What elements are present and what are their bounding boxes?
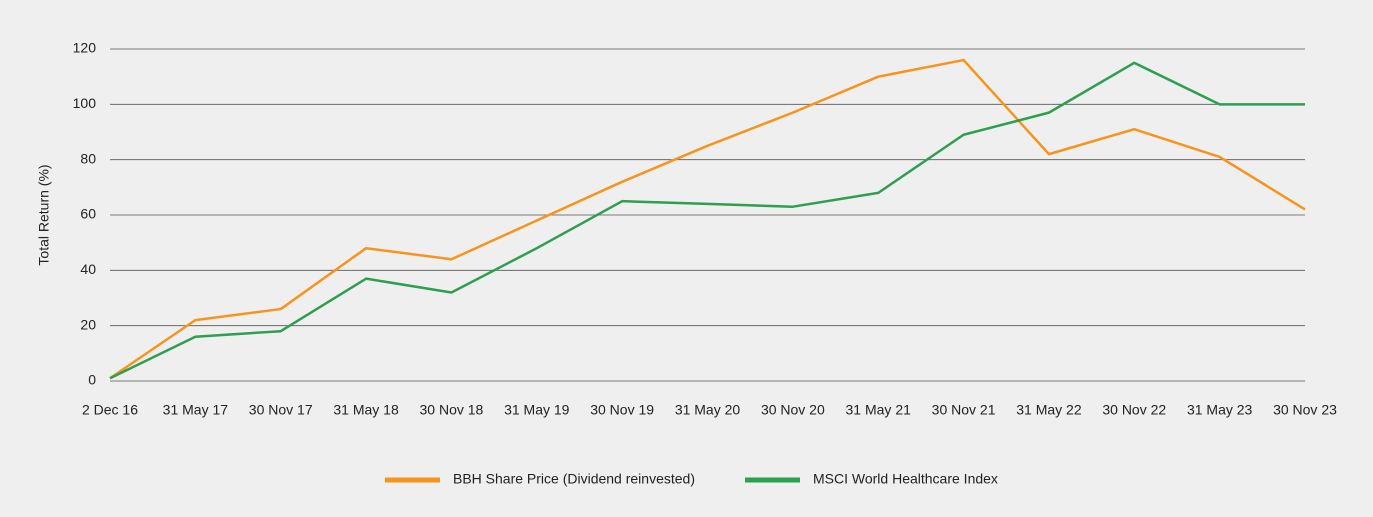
series-line <box>109 61 1305 380</box>
y-tick-label: 20 <box>80 316 96 332</box>
x-tick-label: 30 Nov 21 <box>932 402 996 418</box>
legend-label: BBH Share Price (Dividend reinvested) <box>453 471 695 487</box>
y-tick-label: 0 <box>88 372 96 388</box>
x-tick-label: 31 May 17 <box>163 402 229 418</box>
x-tick-label: 30 Nov 19 <box>590 402 654 418</box>
y-tick-label: 60 <box>80 206 96 222</box>
y-tick-label: 80 <box>80 150 96 166</box>
y-tick-label: 40 <box>80 261 96 277</box>
x-tick-label: 31 May 20 <box>675 402 741 418</box>
x-tick-label: 31 May 21 <box>846 402 912 418</box>
x-tick-label: 30 Nov 23 <box>1273 402 1337 418</box>
x-tick-label: 30 Nov 20 <box>761 402 825 418</box>
y-axis-label: Total Return (%) <box>36 164 52 265</box>
x-tick-label: 31 May 18 <box>333 402 399 418</box>
y-tick-label: 120 <box>73 40 97 56</box>
x-tick-label: 30 Nov 22 <box>1102 402 1166 418</box>
x-tick-label: 2 Dec 16 <box>82 402 138 418</box>
series-line <box>109 58 1306 380</box>
x-tick-label: 30 Nov 17 <box>249 402 313 418</box>
x-tick-label: 30 Nov 18 <box>420 402 484 418</box>
x-tick-label: 31 May 23 <box>1187 402 1253 418</box>
legend-label: MSCI World Healthcare Index <box>813 471 998 487</box>
x-tick-label: 31 May 19 <box>504 402 570 418</box>
y-tick-label: 100 <box>73 95 97 111</box>
x-tick-label: 31 May 22 <box>1016 402 1082 418</box>
